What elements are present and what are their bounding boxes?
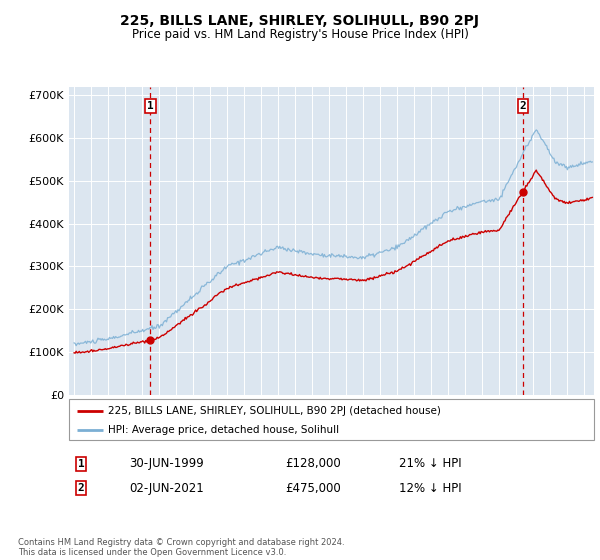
Text: 02-JUN-2021: 02-JUN-2021 — [129, 482, 204, 495]
Text: 12% ↓ HPI: 12% ↓ HPI — [399, 482, 461, 495]
FancyBboxPatch shape — [69, 399, 594, 440]
Text: 2: 2 — [520, 101, 526, 111]
Text: 21% ↓ HPI: 21% ↓ HPI — [399, 457, 461, 470]
Text: 2: 2 — [77, 483, 85, 493]
Text: 1: 1 — [77, 459, 85, 469]
Text: 225, BILLS LANE, SHIRLEY, SOLIHULL, B90 2PJ (detached house): 225, BILLS LANE, SHIRLEY, SOLIHULL, B90 … — [109, 405, 441, 416]
Text: HPI: Average price, detached house, Solihull: HPI: Average price, detached house, Soli… — [109, 424, 340, 435]
Text: 30-JUN-1999: 30-JUN-1999 — [129, 457, 204, 470]
Text: Contains HM Land Registry data © Crown copyright and database right 2024.
This d: Contains HM Land Registry data © Crown c… — [18, 538, 344, 557]
Text: 225, BILLS LANE, SHIRLEY, SOLIHULL, B90 2PJ: 225, BILLS LANE, SHIRLEY, SOLIHULL, B90 … — [121, 14, 479, 28]
Text: £128,000: £128,000 — [285, 457, 341, 470]
Text: 1: 1 — [147, 101, 154, 111]
Text: Price paid vs. HM Land Registry's House Price Index (HPI): Price paid vs. HM Land Registry's House … — [131, 28, 469, 41]
Text: £475,000: £475,000 — [285, 482, 341, 495]
